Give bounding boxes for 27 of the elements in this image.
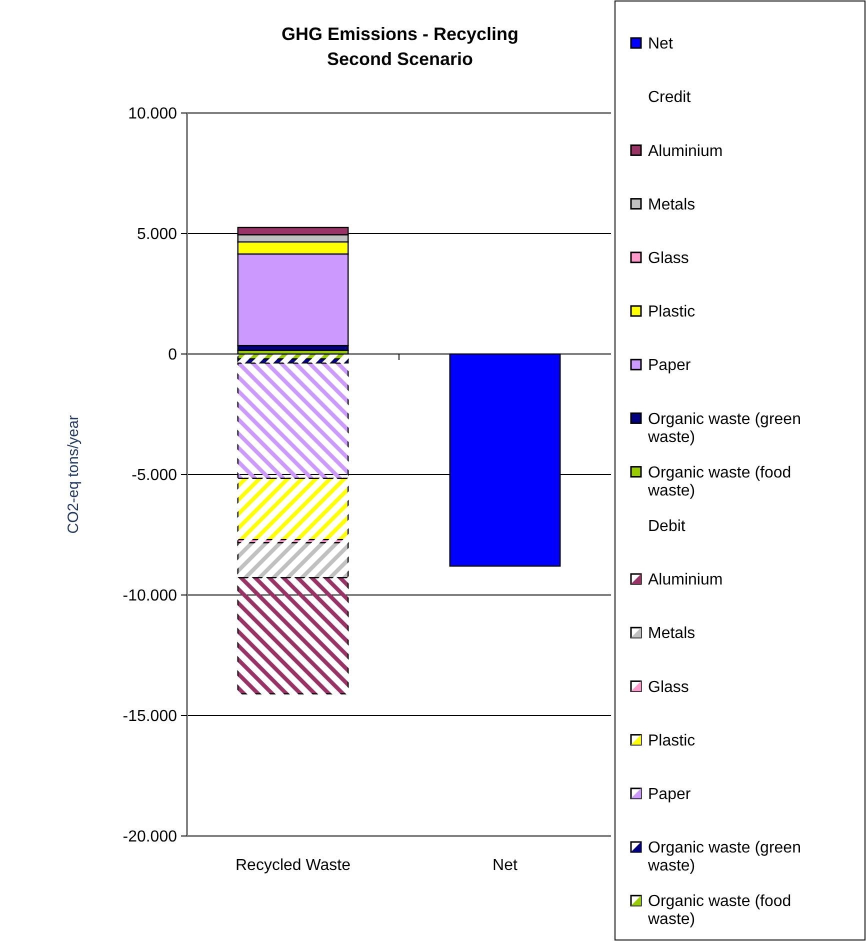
x-tick-label: Recycled Waste xyxy=(236,857,351,874)
legend-label: Organic waste (green waste) xyxy=(647,410,801,446)
legend-label: Paper xyxy=(648,786,692,803)
legend-label: Metals xyxy=(648,625,696,642)
legend-label: Net xyxy=(648,36,674,53)
chart-title: GHG Emissions - Recycling Second Scenario xyxy=(281,24,519,69)
y-tick-label: -10.000 xyxy=(122,588,178,605)
y-tick-label: 5.000 xyxy=(136,226,178,244)
legend-label: Aluminium xyxy=(648,572,723,589)
y-tick-label: -20.000 xyxy=(122,828,178,846)
legend-label: Organic waste (food waste) xyxy=(647,464,792,500)
y-tick-label: -5.000 xyxy=(132,467,178,484)
text: Credit xyxy=(648,89,692,106)
legend-label: Glass xyxy=(648,678,689,696)
legend-label: Glass xyxy=(648,250,689,267)
legend-label: Paper xyxy=(648,357,692,374)
y-tick-label: 0 xyxy=(168,346,178,364)
y-axis-title: CO2-eq tons/year xyxy=(65,415,82,534)
y-tick-label: -15.000 xyxy=(122,708,178,726)
legend-label: Metals xyxy=(648,196,696,214)
legend-label: Plastic xyxy=(648,304,696,321)
legend-label: Organic waste (green waste) xyxy=(647,840,801,875)
legend-label: Aluminium xyxy=(648,142,723,160)
text: Debit xyxy=(648,518,686,535)
y-tick-label: 10.000 xyxy=(128,106,178,123)
legend-label: Organic waste (food waste) xyxy=(647,893,792,928)
legend-label: Plastic xyxy=(648,732,696,750)
